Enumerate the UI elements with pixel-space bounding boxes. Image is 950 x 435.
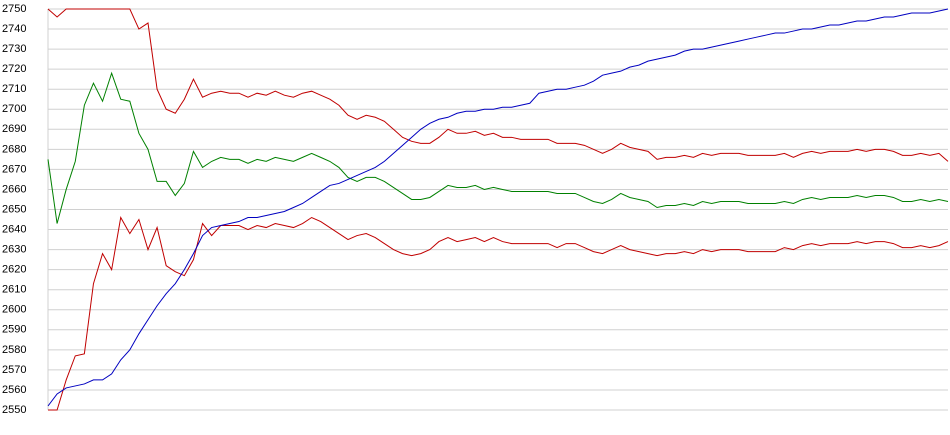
y-tick-label: 2610 <box>2 284 26 296</box>
series-line <box>47 8 949 407</box>
y-tick-label: 2690 <box>2 123 26 135</box>
y-tick-label: 2650 <box>2 203 26 215</box>
y-tick-label: 2580 <box>2 344 26 356</box>
series-line <box>47 71 949 224</box>
y-tick-label: 2590 <box>2 324 26 336</box>
y-tick-label: 2620 <box>2 264 26 276</box>
y-tick-label: 2600 <box>2 304 26 316</box>
y-tick-label: 2550 <box>2 404 26 416</box>
y-tick-label: 2700 <box>2 103 26 115</box>
y-tick-label: 2680 <box>2 143 26 155</box>
y-tick-label: 2560 <box>2 384 26 396</box>
y-tick-label: 2750 <box>2 3 26 15</box>
y-tick-label: 2670 <box>2 163 26 175</box>
y-tick-label: 2740 <box>2 23 26 35</box>
series-line <box>47 8 949 162</box>
y-tick-label: 2660 <box>2 183 26 195</box>
series-line <box>48 216 949 411</box>
y-tick-label: 2630 <box>2 244 26 256</box>
y-tick-label: 2640 <box>2 223 26 235</box>
y-tick-label: 2570 <box>2 364 26 376</box>
y-tick-label: 2710 <box>2 83 26 95</box>
y-tick-label: 2730 <box>2 43 26 55</box>
y-tick-label: 2720 <box>2 63 26 75</box>
